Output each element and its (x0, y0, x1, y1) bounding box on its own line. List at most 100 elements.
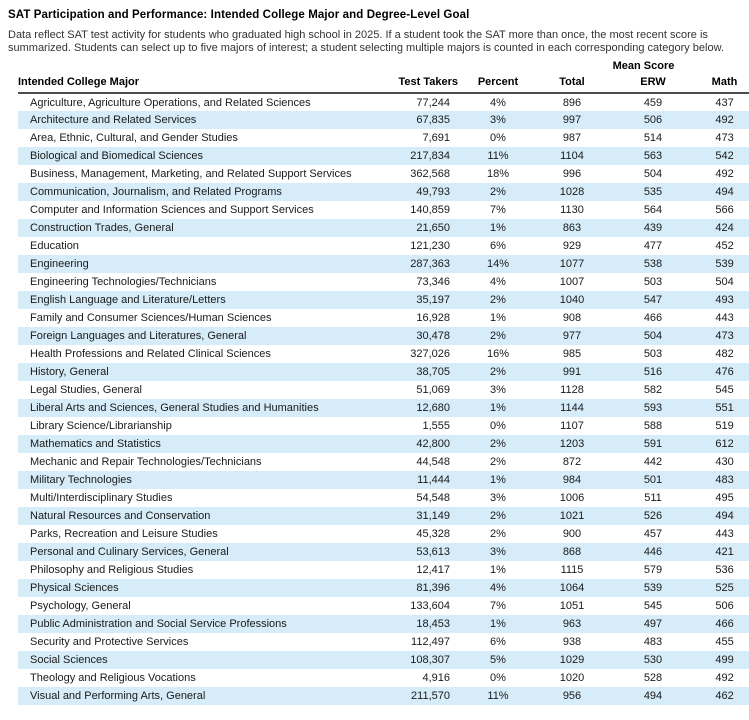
cell-math: 455 (715, 636, 734, 648)
cell-total: 987 (562, 132, 582, 144)
table-row: Parks, Recreation and Leisure Studies 45,… (18, 525, 749, 543)
cell-percent: 1% (490, 312, 506, 324)
cell-test-takers: 42,800 (416, 438, 450, 450)
cell-total: 1020 (559, 672, 585, 684)
cell-erw: 547 (643, 294, 663, 306)
cell-test-takers: 7,691 (422, 132, 450, 144)
cell-math: 545 (715, 384, 734, 396)
cell-math: 504 (715, 276, 734, 288)
cell-test-takers: 81,396 (416, 582, 450, 594)
cell-test-takers: 112,497 (411, 636, 450, 648)
table-row: Construction Trades, General 21,650 1% 863 4… (18, 219, 749, 237)
cell-math: 495 (715, 492, 734, 504)
cell-erw: 439 (643, 222, 663, 234)
cell-math: 536 (715, 564, 734, 576)
cell-percent: 7% (490, 204, 506, 216)
table-row: Security and Protective Services 112,497 6… (18, 633, 749, 651)
cell-erw: 503 (643, 348, 663, 360)
cell-erw: 545 (643, 600, 663, 612)
cell-percent: 2% (490, 438, 506, 450)
table-row: History, General 38,705 2% 991 516 476 (18, 363, 749, 381)
table-row: Engineering 287,363 14% 1077 538 539 (18, 255, 749, 273)
report-description: Data reflect SAT test activity for stude… (8, 29, 724, 54)
cell-total: 1107 (560, 420, 584, 432)
cell-percent: 4% (490, 96, 506, 109)
cell-math: 539 (715, 258, 734, 270)
cell-major: Mechanic and Repair Technologies/Technic… (30, 456, 262, 468)
cell-math: 424 (715, 222, 734, 234)
cell-math: 452 (715, 240, 734, 252)
cell-major: Natural Resources and Conservation (30, 510, 211, 522)
cell-percent: 1% (490, 474, 506, 486)
cell-major: Business, Management, Marketing, and Rel… (30, 168, 352, 180)
table-row: Architecture and Related Services 67,835 3… (18, 111, 749, 129)
cell-erw: 483 (643, 636, 663, 648)
cell-erw: 504 (643, 330, 663, 342)
cell-test-takers: 35,197 (416, 294, 450, 306)
table-row: Foreign Languages and Literatures, Gener… (18, 327, 749, 345)
cell-percent: 1% (490, 222, 506, 234)
cell-percent: 2% (490, 366, 506, 378)
cell-erw: 588 (643, 420, 663, 432)
cell-test-takers: 45,328 (416, 528, 450, 540)
table-row: Liberal Arts and Sciences, General Studi… (18, 399, 749, 417)
cell-percent: 3% (490, 384, 506, 396)
cell-total: 1029 (559, 654, 585, 666)
cell-percent: 2% (490, 528, 506, 540)
cell-test-takers: 54,548 (416, 492, 450, 504)
cell-percent: 4% (490, 276, 506, 288)
cell-percent: 2% (490, 330, 506, 342)
cell-percent: 1% (490, 402, 506, 414)
cell-erw: 504 (643, 168, 663, 180)
cell-math: 483 (715, 474, 734, 486)
cell-test-takers: 49,793 (416, 186, 450, 198)
column-header-row: Intended College Major Test Takers Perce… (18, 72, 749, 94)
cell-percent: 3% (490, 546, 506, 558)
cell-percent: 0% (490, 672, 506, 684)
cell-total: 900 (562, 528, 582, 540)
cell-major: Construction Trades, General (30, 222, 174, 234)
cell-major: Social Sciences (30, 654, 108, 666)
cell-major: Security and Protective Services (30, 636, 189, 648)
cell-major: Mathematics and Statistics (30, 438, 161, 450)
cell-percent: 1% (490, 618, 506, 630)
table-row: Mathematics and Statistics 42,800 2% 1203 59… (18, 435, 749, 453)
cell-math: 494 (715, 186, 734, 198)
table-row: Mechanic and Repair Technologies/Technic… (18, 453, 749, 471)
cell-percent: 2% (490, 294, 506, 306)
cell-erw: 538 (643, 258, 663, 270)
cell-percent: 5% (490, 654, 506, 666)
table-row: Social Sciences 108,307 5% 1029 530 499 (18, 651, 749, 669)
cell-percent: 0% (490, 132, 506, 144)
cell-math: 466 (715, 618, 734, 630)
header-intended-college-major: Intended College Major (18, 72, 378, 94)
table-body: Agriculture, Agriculture Operations, and… (18, 93, 749, 705)
cell-major: Multi/Interdisciplinary Studies (30, 492, 173, 504)
report-page: SAT Participation and Performance: Inten… (8, 9, 749, 705)
cell-percent: 1% (490, 564, 506, 576)
cell-percent: 11% (487, 150, 509, 162)
cell-erw: 563 (643, 150, 663, 162)
cell-erw: 503 (643, 276, 663, 288)
cell-total: 977 (562, 330, 582, 342)
table-row: Area, Ethnic, Cultural, and Gender Studi… (18, 129, 749, 147)
table-row: Library Science/Librarianship 1,555 0% 1107… (18, 417, 749, 435)
cell-math: 476 (715, 366, 734, 378)
cell-major: Agriculture, Agriculture Operations, and… (30, 96, 311, 109)
cell-test-takers: 18,453 (416, 618, 450, 630)
cell-erw: 591 (643, 438, 663, 450)
cell-test-takers: 44,548 (416, 456, 450, 468)
mean-score-label: Mean Score (612, 60, 675, 72)
cell-math: 566 (715, 204, 734, 216)
cell-major: Architecture and Related Services (30, 114, 197, 126)
cell-major: History, General (30, 366, 109, 378)
cell-math: 492 (715, 114, 734, 126)
table-row: Public Administration and Social Service… (18, 615, 749, 633)
cell-test-takers: 21,650 (416, 222, 450, 234)
cell-test-takers: 31,149 (416, 510, 450, 522)
cell-math: 492 (715, 672, 734, 684)
cell-test-takers: 51,069 (416, 384, 450, 396)
header-math: Math (700, 72, 749, 94)
table-row: Military Technologies 11,444 1% 984 501 483 (18, 471, 749, 489)
cell-erw: 506 (643, 114, 663, 126)
